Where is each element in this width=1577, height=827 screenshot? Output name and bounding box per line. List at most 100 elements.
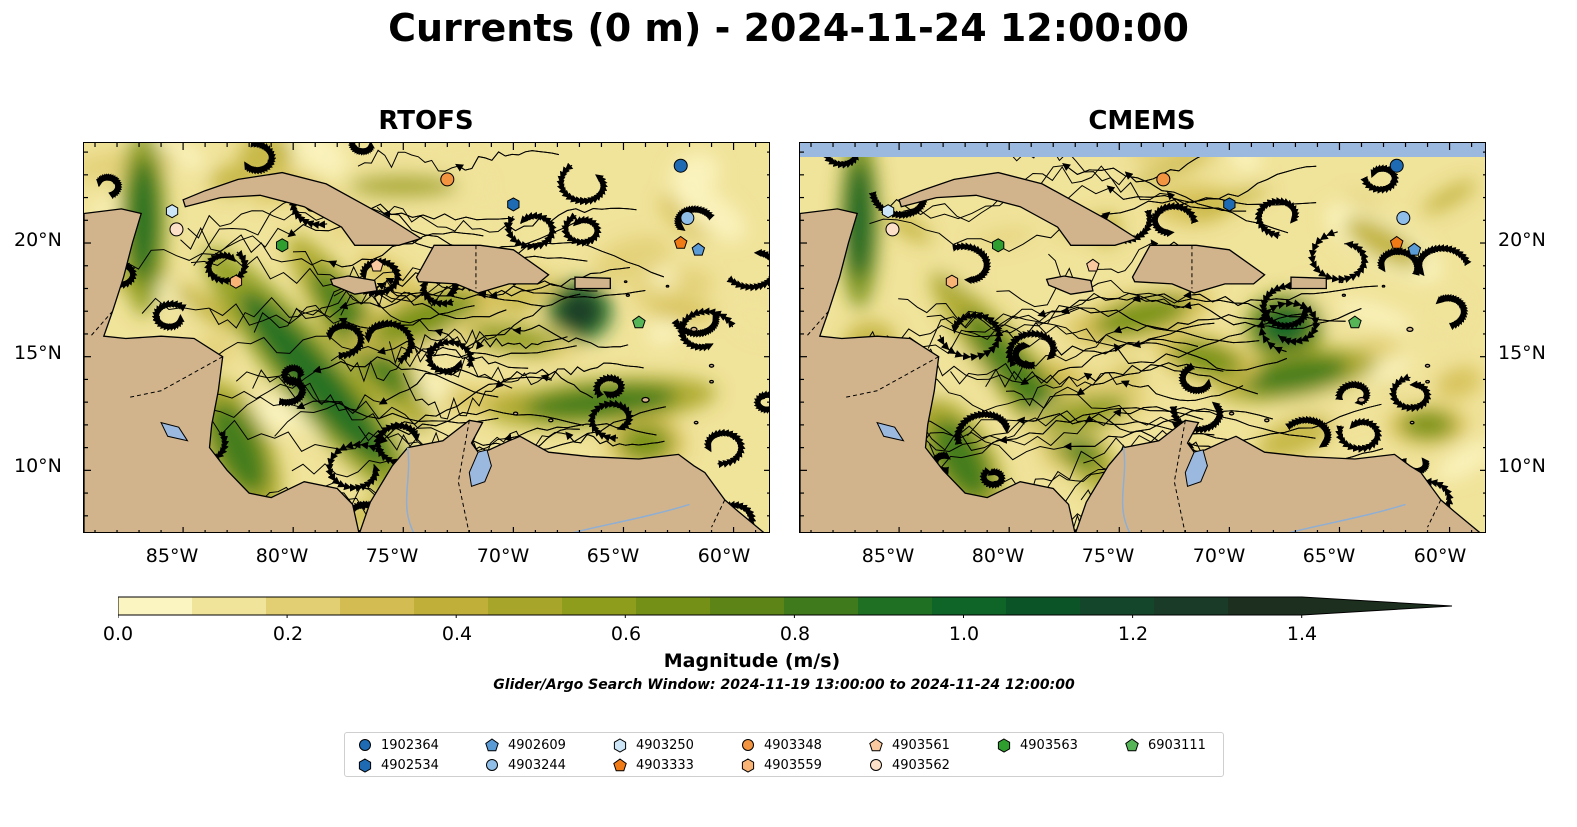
land-centralamerica <box>800 208 1076 532</box>
colorbar-bin <box>858 597 933 615</box>
pentagon-marker-icon <box>485 738 499 752</box>
cmems-map-panel[interactable] <box>799 142 1486 533</box>
land <box>800 171 1481 532</box>
colorbar-bin <box>784 597 859 615</box>
axis-ticks <box>800 143 1485 532</box>
float-marker-4902609[interactable] <box>691 242 706 256</box>
land-puertorico <box>1290 276 1327 290</box>
colorbar <box>117 596 1458 622</box>
lat-label-15n-left: 15°N <box>14 342 62 364</box>
colorbar-bin <box>1006 597 1081 615</box>
float-marker-4903244[interactable] <box>680 211 695 226</box>
legend-item-4903250: 4903250 <box>612 737 694 753</box>
land-centralamerica <box>84 208 360 532</box>
colorbar-gradient <box>117 596 1453 619</box>
rtofs-map-panel[interactable] <box>83 142 770 533</box>
land-southamerica <box>1075 419 1481 532</box>
legend-item-4903563: 4903563 <box>996 737 1078 753</box>
search-window-text: Glider/Argo Search Window: 2024-11-19 13… <box>493 677 1075 693</box>
panel-title-rtofs: RTOFS <box>378 106 474 136</box>
float-marker-4903348[interactable] <box>440 172 455 187</box>
legend-label: 4902534 <box>381 757 439 773</box>
land-puertorico <box>574 276 611 290</box>
colorbar-bin <box>1154 597 1229 615</box>
lon-label-85w-right: 85°W <box>861 545 915 567</box>
hexagon-marker-icon <box>613 738 627 753</box>
legend-item-4903559: 4903559 <box>740 757 822 773</box>
float-marker-6903111[interactable] <box>1348 315 1362 329</box>
float-marker-6903111[interactable] <box>632 315 646 329</box>
legend-item-4903561: 4903561 <box>868 737 950 753</box>
colorbar-tick-3: 0.6 <box>610 623 642 645</box>
colorbar-bin <box>1228 597 1303 615</box>
colorbar-tick-1: 0.2 <box>272 623 304 645</box>
lakes <box>160 421 492 487</box>
float-marker-4903559[interactable] <box>229 274 243 289</box>
legend-label: 4903562 <box>892 757 950 773</box>
legend-label: 4903559 <box>764 757 822 773</box>
colorbar-bin <box>636 597 711 615</box>
legend-item-4903333: 4903333 <box>612 757 694 773</box>
no-data-strip <box>800 143 1485 157</box>
land-hispaniola <box>1131 244 1266 294</box>
axis-ticks <box>84 143 769 532</box>
colorbar-tick-4: 0.8 <box>779 623 811 645</box>
float-marker-4902609[interactable] <box>1407 242 1422 256</box>
float-marker-4903250[interactable] <box>165 204 179 219</box>
hexagon-marker-icon <box>997 738 1011 753</box>
colorbar-tick-7: 1.4 <box>1286 623 1318 645</box>
float-marker-4903563[interactable] <box>276 238 289 253</box>
circle-marker-icon <box>742 739 754 751</box>
float-marker-4903561[interactable] <box>1086 258 1100 272</box>
lon-label-70w-left: 70°W <box>476 545 530 567</box>
map-canvas[interactable] <box>84 143 770 533</box>
lon-label-70w-right: 70°W <box>1192 545 1246 567</box>
float-marker-4902534[interactable] <box>507 197 520 212</box>
legend-label: 4903250 <box>636 737 694 753</box>
lat-label-10n-left: 10°N <box>14 455 62 477</box>
colorbar-bin <box>340 597 415 615</box>
legend-label: 4903333 <box>636 757 694 773</box>
float-marker-4903562[interactable] <box>169 222 184 237</box>
float-marker-4903563[interactable] <box>992 238 1005 253</box>
float-marker-4903562[interactable] <box>885 222 900 237</box>
colorbar-bin <box>710 597 785 615</box>
lat-label-10n-right: 10°N <box>1498 455 1546 477</box>
colorbar-tick-6: 1.2 <box>1117 623 1149 645</box>
colorbar-tick-0: 0.0 <box>102 623 134 645</box>
float-marker-4903559[interactable] <box>945 274 959 289</box>
float-marker-4902534[interactable] <box>1223 197 1236 212</box>
colorbar-bin <box>1080 597 1155 615</box>
colorbar-label: Magnitude (m/s) <box>663 650 841 672</box>
lat-label-20n-right: 20°N <box>1498 229 1546 251</box>
pentagon-marker-icon <box>613 758 627 772</box>
land-jamaica <box>329 275 378 295</box>
map-canvas[interactable] <box>800 143 1486 533</box>
float-marker-4903333[interactable] <box>673 235 688 249</box>
float-marker-4903244[interactable] <box>1396 211 1411 226</box>
legend-item-4903348: 4903348 <box>740 737 822 753</box>
figure-title: Currents (0 m) - 2024-11-24 12:00:00 <box>388 6 1189 50</box>
legend-label: 4903348 <box>764 737 822 753</box>
float-marker-4903561[interactable] <box>370 258 384 272</box>
lon-label-75w-right: 75°W <box>1081 545 1135 567</box>
float-marker-1902364[interactable] <box>1389 158 1404 173</box>
legend-item-4903244: 4903244 <box>484 757 566 773</box>
land-hispaniola <box>415 244 550 294</box>
float-legend: 1902364 4902534 4902609 4903244 4903250 … <box>344 732 1224 777</box>
float-marker-4903250[interactable] <box>881 204 895 219</box>
colorbar-bin <box>266 597 341 615</box>
legend-item-4903562: 4903562 <box>868 757 950 773</box>
borders <box>90 245 726 532</box>
legend-label: 4903244 <box>508 757 566 773</box>
legend-item-6903111: 6903111 <box>1124 737 1206 753</box>
legend-item-4902609: 4902609 <box>484 737 566 753</box>
land <box>84 171 765 532</box>
float-marker-1902364[interactable] <box>673 158 688 173</box>
colorbar-bin <box>932 597 1007 615</box>
float-marker-4903333[interactable] <box>1389 235 1404 249</box>
lon-label-60w-right: 60°W <box>1413 545 1467 567</box>
hexagon-marker-icon <box>358 758 372 773</box>
float-marker-4903348[interactable] <box>1156 172 1171 187</box>
float-markers <box>165 158 706 329</box>
